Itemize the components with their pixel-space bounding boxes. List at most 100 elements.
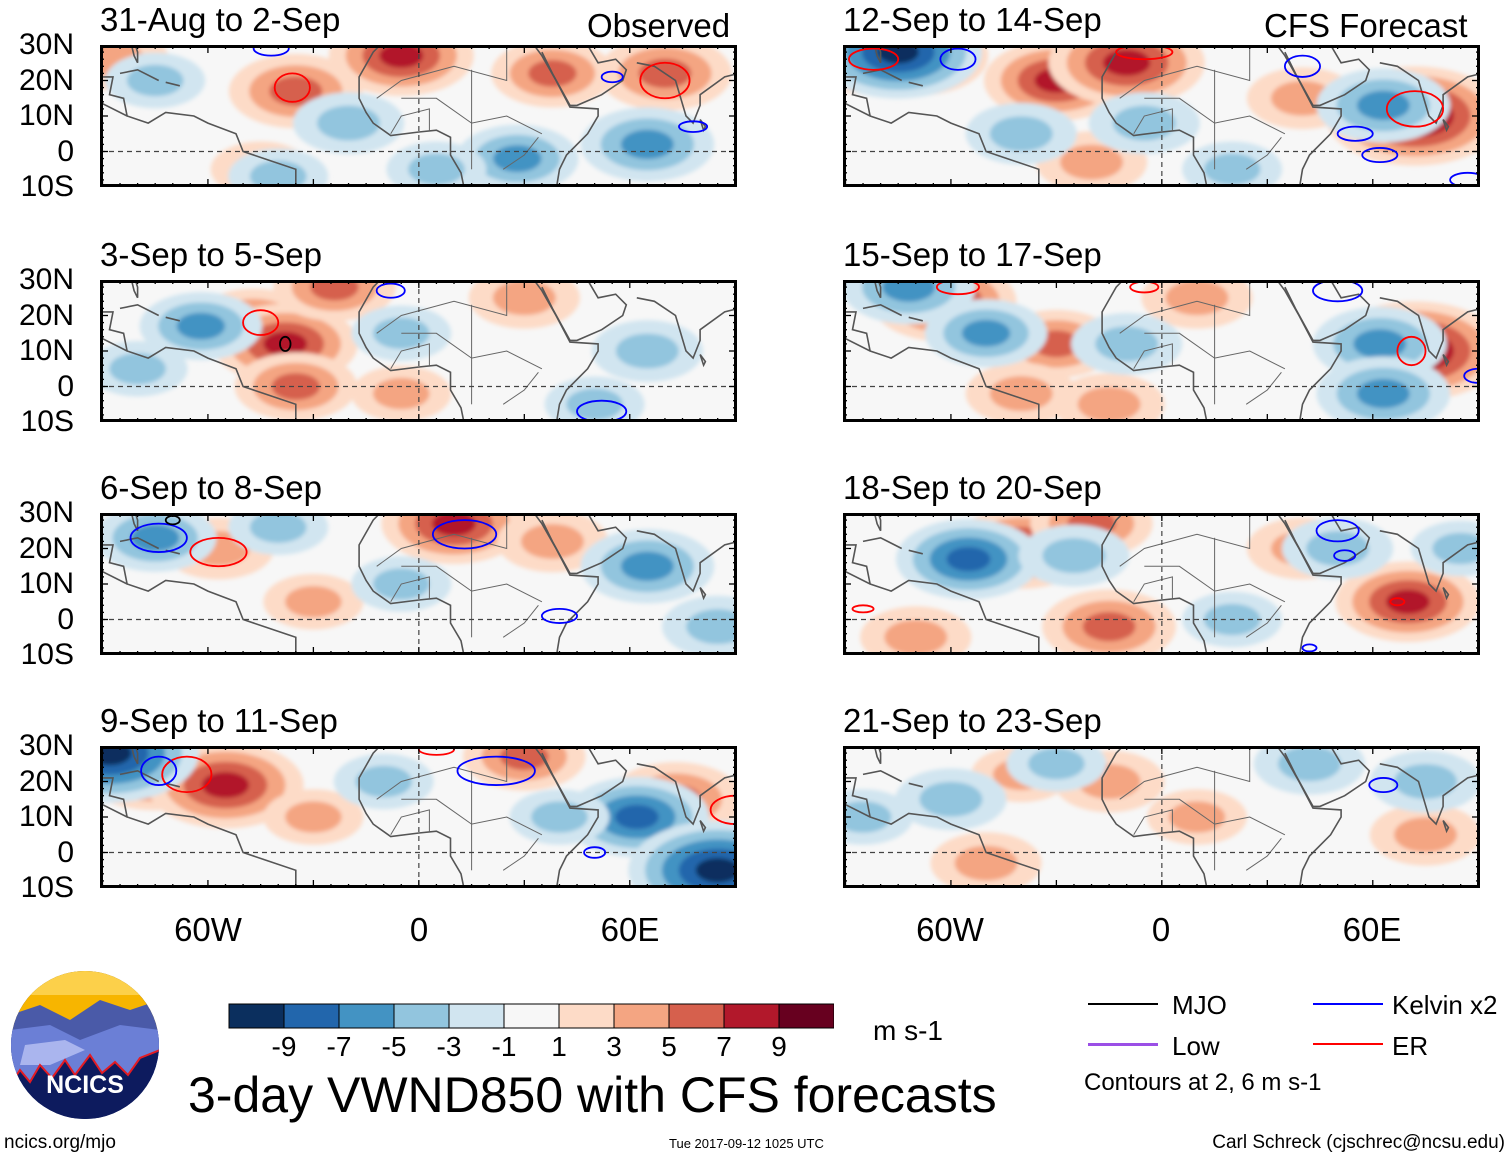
coastline — [1379, 763, 1480, 826]
panel-title: 31-Aug to 2-Sep — [100, 1, 341, 38]
country-border — [1133, 576, 1173, 603]
coastline — [100, 311, 128, 352]
kelvin-contour — [576, 399, 628, 422]
map-frame — [843, 280, 1480, 422]
coastline — [1442, 587, 1450, 601]
map-frame — [843, 45, 1480, 187]
lat-label: 20N — [18, 531, 74, 565]
lon-label-60e: 60E — [600, 911, 660, 948]
colorbar-tick-label: 3 — [606, 1031, 622, 1062]
coastline — [843, 569, 1040, 655]
anomaly-fill — [1386, 589, 1430, 614]
lat-label: 20N — [18, 764, 74, 798]
panel-title: 6-Sep to 8-Sep — [100, 469, 322, 506]
anomaly-fill — [310, 280, 359, 301]
coastline — [119, 303, 160, 317]
mjo-contour — [279, 335, 292, 352]
legend-kelvin: Kelvin x2 — [1392, 990, 1498, 1020]
kelvin-contour — [431, 519, 498, 550]
anomaly-fill — [249, 513, 307, 543]
colorbar-bin — [338, 1003, 395, 1029]
forecast-label: CFS Forecast — [1264, 7, 1468, 44]
legend-low: Low — [1172, 1031, 1220, 1061]
coastline — [1284, 513, 1371, 575]
anomaly-fill — [1095, 326, 1159, 362]
er-contour — [935, 280, 980, 296]
anomaly-fill — [131, 524, 180, 552]
anomaly-fill — [1082, 611, 1136, 642]
lat-label: 10S — [20, 405, 74, 438]
coastline — [1101, 280, 1208, 422]
coastline — [636, 62, 737, 125]
colorbar-unit: m s-1 — [873, 1015, 943, 1046]
anomaly-fill — [882, 280, 936, 302]
kelvin-contour — [1283, 54, 1321, 78]
coastline — [541, 280, 628, 342]
anomaly-fill — [1356, 90, 1410, 120]
coastline — [358, 45, 465, 187]
anomaly-fill — [1278, 746, 1341, 782]
coastline — [1284, 45, 1371, 107]
lat-label: 30N — [18, 28, 74, 61]
map-frame — [100, 45, 737, 187]
anomaly-fill — [176, 312, 226, 340]
anomaly-fill — [621, 551, 674, 581]
coastline — [100, 569, 297, 655]
colorbar-bin — [668, 1003, 725, 1029]
kelvin-contour — [1361, 147, 1399, 164]
anomaly-fill — [1028, 748, 1085, 780]
coastline — [862, 769, 903, 783]
lat-label: 0 — [57, 134, 74, 168]
map-frame — [843, 746, 1480, 888]
er-contour — [1115, 45, 1174, 61]
colorbar-bin — [503, 1003, 560, 1029]
country-border — [1133, 108, 1173, 135]
anomaly-fill — [531, 801, 588, 833]
anomaly-fill — [566, 388, 623, 420]
coastline — [908, 81, 923, 87]
vwnd850-map-panel — [100, 280, 737, 422]
anomaly-fill — [884, 619, 948, 655]
vwnd850-map-panel — [100, 746, 737, 888]
anomaly-fill — [621, 129, 674, 160]
panel-title: 12-Sep to 14-Sep — [843, 1, 1102, 38]
coastline — [843, 544, 871, 585]
anomaly-fill — [954, 845, 1018, 881]
colorbar-tick-label: -5 — [381, 1031, 407, 1062]
anomaly-fill — [493, 145, 542, 172]
coastline — [165, 81, 180, 87]
lat-label: 10N — [18, 800, 74, 833]
country-border — [1245, 604, 1282, 638]
kelvin-contour — [252, 45, 290, 57]
low-line-swatch — [1088, 1043, 1158, 1046]
panel-title: 3-Sep to 5-Sep — [100, 236, 322, 273]
country-border — [376, 280, 508, 334]
country-border — [1119, 45, 1251, 99]
country-border — [390, 108, 430, 135]
country-border — [502, 604, 539, 638]
coastline — [130, 45, 139, 64]
colorbar-tick-label: 5 — [661, 1031, 677, 1062]
lat-label: 0 — [57, 369, 74, 403]
lon-label-0: 0 — [1151, 911, 1171, 948]
lat-label: 10N — [18, 99, 74, 132]
kelvin-contour — [140, 755, 178, 786]
anomaly-fill — [249, 160, 307, 187]
figure-title: 3-day VWND850 with CFS forecasts — [188, 1067, 997, 1123]
lat-label: 30N — [18, 729, 74, 762]
er-contour — [161, 755, 213, 794]
er-contour — [189, 536, 248, 568]
kelvin-contour — [129, 522, 188, 553]
country-border — [1119, 513, 1251, 567]
er-contour — [1389, 597, 1406, 607]
coastline — [636, 297, 737, 360]
colorbar-tick-label: 1 — [551, 1031, 567, 1062]
anomaly-fill — [1042, 538, 1106, 574]
observed-label: Observed — [587, 7, 731, 44]
kelvin-contour — [1315, 519, 1360, 543]
legend-mjo: MJO — [1172, 990, 1227, 1020]
kelvin-contour — [939, 47, 977, 71]
anomaly-fill — [408, 153, 465, 185]
colorbar-tick-label: 9 — [771, 1031, 787, 1062]
anomaly-fill — [1432, 532, 1480, 565]
